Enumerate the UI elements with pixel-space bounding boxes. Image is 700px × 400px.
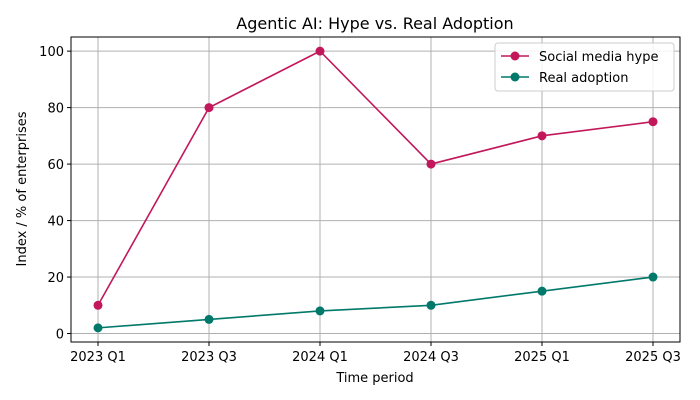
x-axis-title: Time period: [335, 371, 413, 386]
x-tick-label: 2024 Q1: [292, 350, 348, 365]
data-point: [93, 300, 103, 310]
legend-marker: [510, 72, 520, 82]
x-tick-label: 2024 Q3: [403, 350, 459, 365]
data-point: [315, 306, 325, 316]
data-point: [204, 314, 214, 324]
data-point: [426, 159, 436, 169]
y-tick-label: 20: [47, 271, 64, 286]
legend-marker: [510, 51, 520, 61]
y-tick-label: 60: [47, 158, 64, 173]
legend-box: [494, 42, 675, 92]
y-tick-label: 0: [56, 328, 64, 343]
data-point: [426, 300, 436, 310]
chart-title: Agentic AI: Hype vs. Real Adoption: [236, 14, 513, 33]
data-point: [315, 46, 325, 56]
y-axis-title: Index / % of enterprises: [15, 111, 30, 266]
legend-entry: Social media hype: [501, 50, 658, 65]
series-lines: [93, 46, 658, 333]
x-tick-label: 2025 Q3: [625, 350, 681, 365]
x-tick-label: 2023 Q3: [181, 350, 237, 365]
plot-area-frame: [70, 36, 681, 343]
series-line: [97, 50, 654, 306]
x-tick-label: 2025 Q1: [514, 350, 570, 365]
y-tick-label: 40: [47, 215, 64, 230]
data-point: [537, 131, 547, 141]
legend-entry: Real adoption: [501, 71, 628, 86]
data-point: [648, 117, 658, 127]
series-real-adoption: [93, 272, 658, 333]
data-point: [93, 323, 103, 333]
y-tick-label: 80: [47, 102, 64, 117]
legend-label: Real adoption: [539, 71, 628, 86]
data-point: [648, 272, 658, 282]
data-point: [204, 103, 214, 113]
axis-ticks: 2023 Q1 2023 Q3 2024 Q1 2024 Q3 2025 Q1 2025 …: [39, 45, 681, 365]
series-social-media-hype: [93, 46, 658, 310]
x-tick-label: 2023 Q1: [70, 350, 126, 365]
y-tick-label: 100: [39, 45, 64, 60]
legend-label: Social media hype: [539, 50, 658, 65]
series-line: [97, 276, 654, 329]
legend: Social media hype Real adoption: [494, 42, 675, 92]
data-point: [537, 286, 547, 296]
